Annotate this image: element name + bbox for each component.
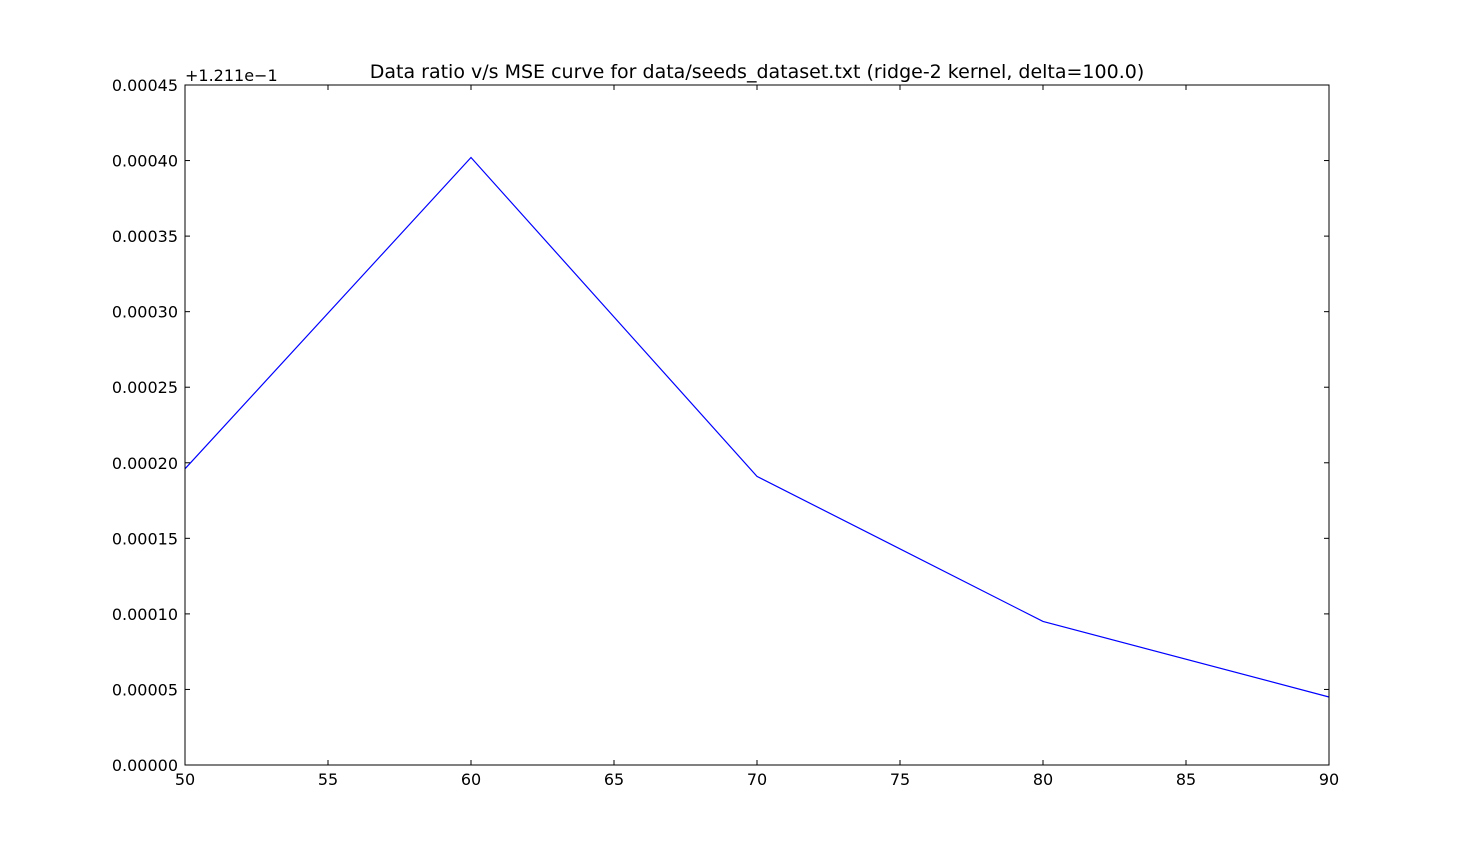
y-tick-label: 0.00045 xyxy=(112,76,178,95)
x-tick-label: 90 xyxy=(1319,770,1339,789)
y-axis-offset-label: +1.211e−1 xyxy=(185,66,278,85)
x-tick-label: 70 xyxy=(747,770,767,789)
y-tick-label: 0.00025 xyxy=(112,378,178,397)
y-tick-label: 0.00035 xyxy=(112,227,178,246)
series-layer xyxy=(184,156,1330,698)
series-line xyxy=(184,156,1330,698)
chart-title: Data ratio v/s MSE curve for data/seeds_… xyxy=(370,61,1145,83)
x-tick-label: 50 xyxy=(175,770,195,789)
y-tick-label: 0.00005 xyxy=(112,680,178,699)
plot-area xyxy=(185,85,1329,765)
x-tick-label: 85 xyxy=(1176,770,1196,789)
x-tick-label: 75 xyxy=(890,770,910,789)
y-tick-label: 0.00040 xyxy=(112,152,178,171)
y-tick-label: 0.00030 xyxy=(112,303,178,322)
plot-frame xyxy=(184,84,1330,766)
x-tick-label: 65 xyxy=(604,770,624,789)
y-tick-label: 0.00020 xyxy=(112,454,178,473)
y-tick-label: 0.00010 xyxy=(112,605,178,624)
x-tick-label: 55 xyxy=(318,770,338,789)
y-tick-label: 0.00015 xyxy=(112,529,178,548)
tick-layer: 50 55 60 65 70 75 80 85 90 0.00000 0.00005 0.00010 0… xyxy=(112,76,1339,789)
x-tick-label: 80 xyxy=(1033,770,1053,789)
x-tick-label: 60 xyxy=(461,770,481,789)
y-tick-label: 0.00000 xyxy=(112,756,178,775)
